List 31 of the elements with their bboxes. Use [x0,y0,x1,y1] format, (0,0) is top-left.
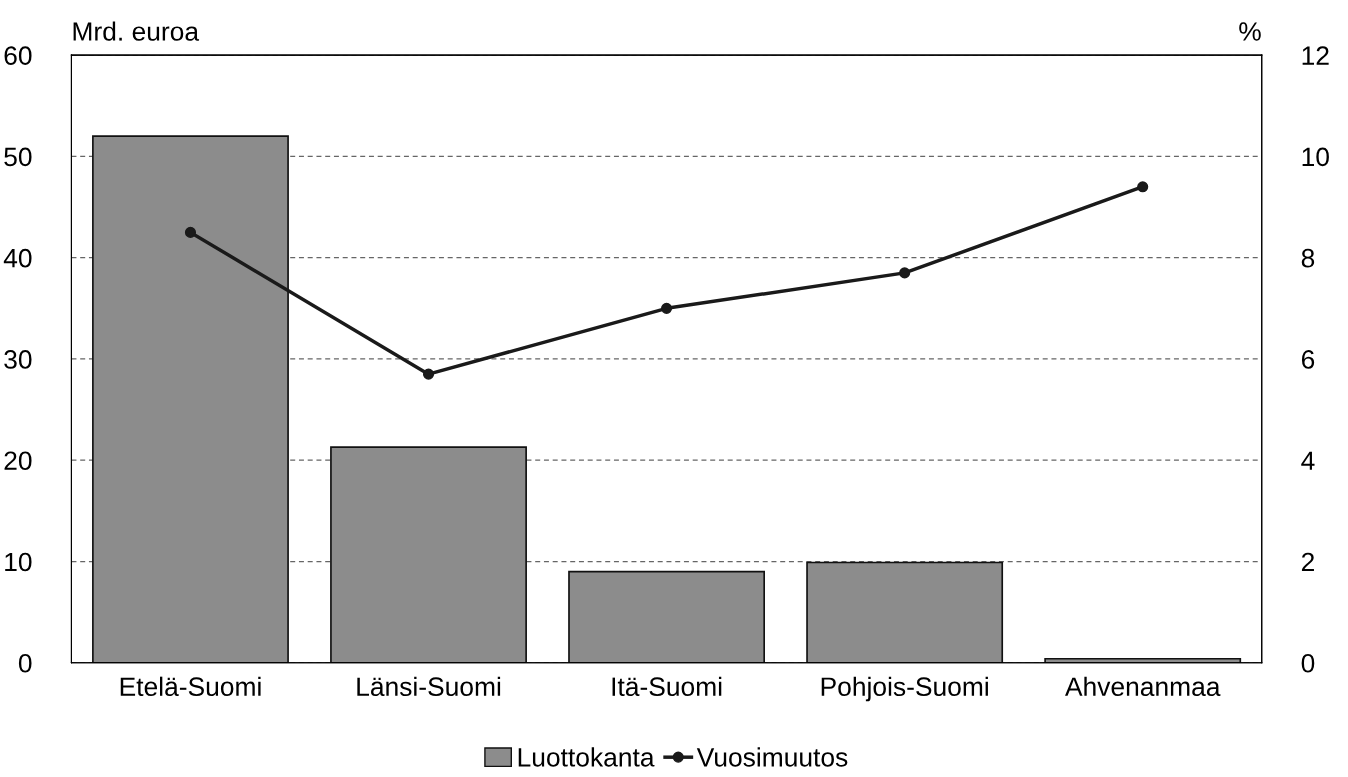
y2-tick-label: 12 [1302,46,1329,65]
point [184,226,197,238]
bar [568,570,766,663]
y-tick-label: 0 [18,653,32,673]
y2-tick-label: 2 [1301,552,1314,572]
y-tick-label: 40 [3,248,32,268]
legend-label: Luottokanta [518,747,655,767]
point [899,267,911,279]
y-tick-label: 60 [4,46,32,65]
x-tick-label: Pohjois-Suomi [821,676,988,702]
bar [330,446,527,663]
point [661,302,673,314]
y2-tick-label: 6 [1301,350,1315,369]
x-tick-label: Etelä-Suomi [120,676,261,697]
y2-tick-label: 0 [1301,653,1315,673]
point [422,368,435,380]
y-tick-label: 30 [4,350,32,369]
x-tick-label: Länsi-Suomi [357,676,501,697]
y2-tick-label: 10 [1302,147,1329,167]
point [1137,181,1149,193]
x-tick-label: Itä-Suomi [612,676,722,697]
bar [806,561,1004,663]
legend-label: Vuosimuutos [696,747,848,767]
y-tick-label: 20 [4,451,32,471]
y-axis-title: Mrd. euroa [73,21,200,41]
y2-axis-title: % [1239,22,1261,41]
y-tick-label: 50 [4,147,32,167]
y-tick-label: 10 [5,552,32,572]
x-tick-label: Ahvenanmaa [1065,676,1221,697]
y2-tick-label: 4 [1301,451,1315,470]
y2-tick-label: 8 [1301,248,1315,268]
